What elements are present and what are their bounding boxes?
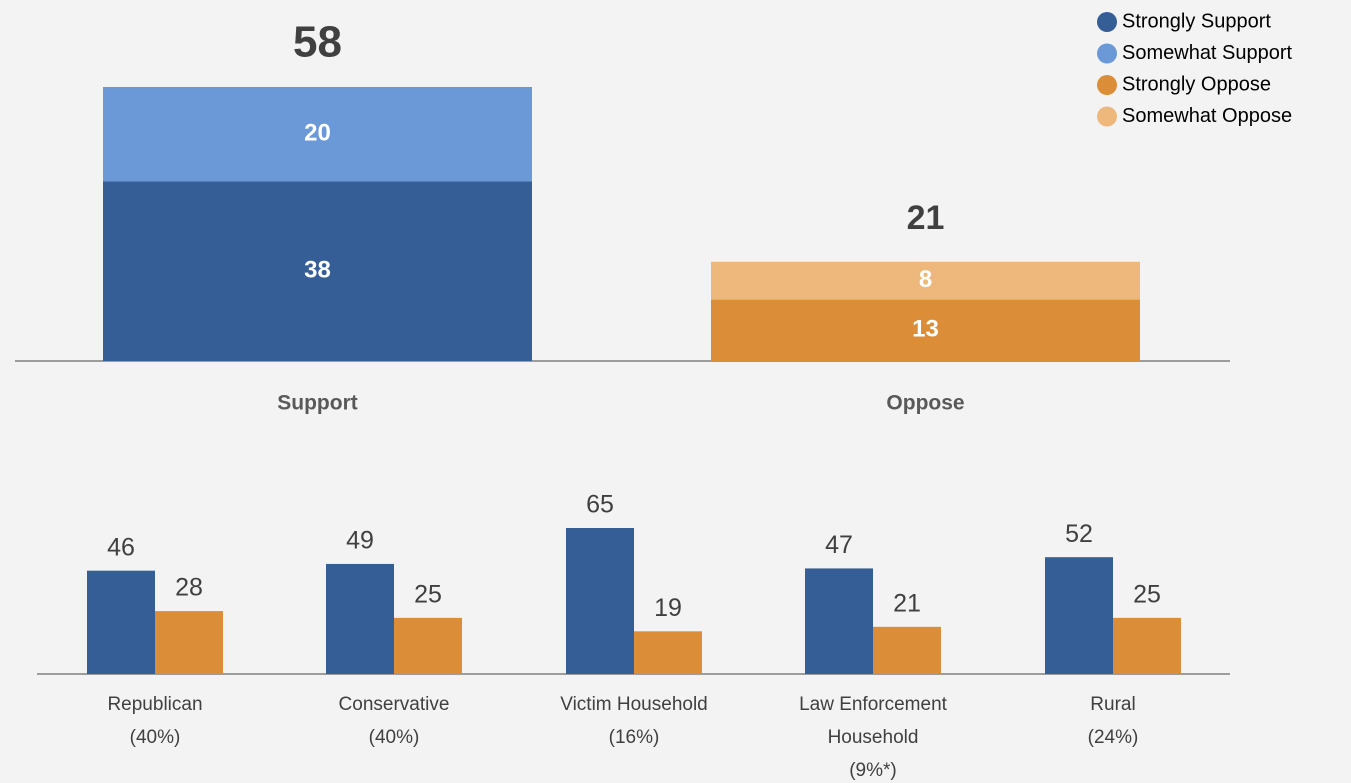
bar (394, 617, 462, 674)
legend-label: Strongly Support (1122, 10, 1271, 32)
value-label: 25 (1133, 580, 1161, 608)
category-label: (16%) (609, 727, 660, 748)
legend-swatch (1097, 75, 1117, 95)
value-label: 65 (586, 491, 614, 519)
value-label: 49 (346, 527, 374, 555)
legend-label: Strongly Oppose (1122, 73, 1271, 95)
bar (326, 563, 394, 674)
category-label: (9%*) (849, 760, 897, 781)
category-label: Republican (107, 694, 202, 715)
bar-segment (103, 181, 532, 361)
value-label: 25 (414, 580, 442, 608)
total-label: 21 (907, 199, 945, 237)
category-label: Household (828, 727, 919, 748)
category-label: (40%) (369, 727, 420, 748)
value-label: 46 (107, 533, 135, 561)
value-label: 38 (304, 257, 331, 284)
bar-segment (711, 299, 1140, 361)
category-label: Victim Household (560, 694, 708, 715)
legend-swatch (1097, 43, 1117, 64)
bar-segment (103, 87, 532, 182)
legend-swatch (1097, 12, 1117, 32)
bar (805, 568, 873, 674)
legend-label: Somewhat Support (1122, 42, 1293, 64)
value-label: 52 (1065, 520, 1093, 548)
category-label: Rural (1090, 694, 1135, 715)
value-label: 13 (912, 316, 939, 343)
value-label: 8 (919, 266, 932, 293)
bar (1113, 617, 1181, 674)
value-label: 19 (654, 594, 682, 622)
bar (1045, 557, 1113, 674)
legend-swatch (1097, 106, 1117, 127)
bar (87, 570, 155, 674)
bar (634, 631, 702, 674)
value-label: 28 (175, 574, 203, 602)
category-label: (24%) (1088, 727, 1139, 748)
bar (873, 626, 941, 674)
category-label: Conservative (339, 694, 450, 715)
category-label: Support (277, 392, 357, 415)
category-label: (40%) (130, 727, 181, 748)
category-label: Law Enforcement (799, 694, 948, 715)
bar (566, 528, 634, 674)
value-label: 47 (825, 531, 853, 559)
category-label: Oppose (886, 392, 964, 415)
bar (155, 611, 223, 674)
legend-label: Somewhat Oppose (1122, 105, 1292, 127)
bar-segment (711, 261, 1140, 300)
value-label: 20 (304, 120, 331, 147)
total-label: 58 (293, 18, 342, 67)
value-label: 21 (893, 589, 921, 617)
